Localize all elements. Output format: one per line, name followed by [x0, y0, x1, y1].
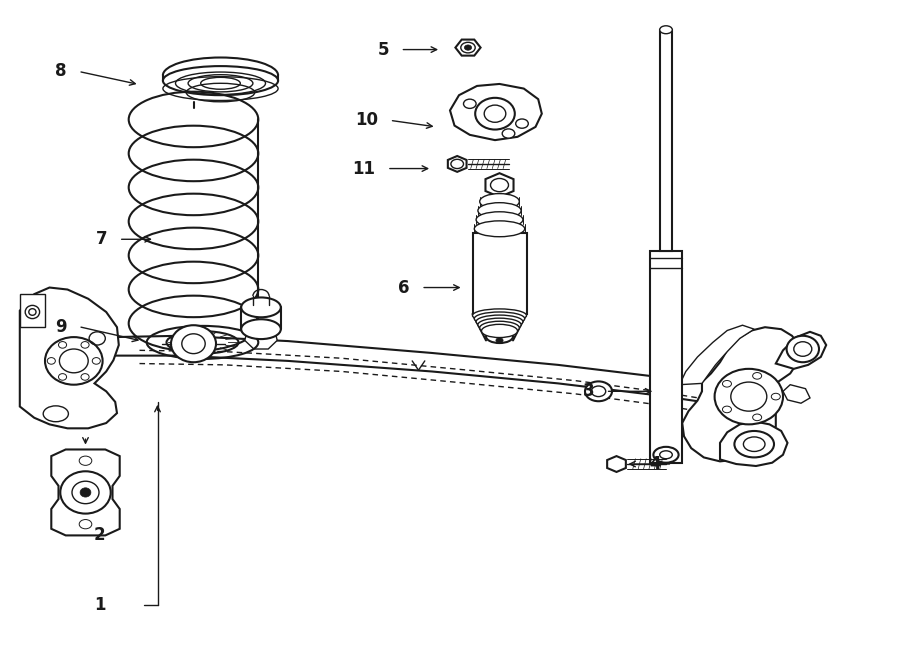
Ellipse shape	[72, 481, 99, 504]
Ellipse shape	[482, 325, 517, 338]
Polygon shape	[660, 30, 672, 251]
Text: 2: 2	[94, 526, 105, 545]
Polygon shape	[450, 84, 542, 140]
Polygon shape	[783, 385, 810, 403]
Ellipse shape	[653, 447, 679, 463]
Ellipse shape	[475, 98, 515, 130]
Ellipse shape	[715, 369, 783, 424]
Ellipse shape	[478, 318, 521, 331]
Text: 1: 1	[94, 596, 105, 614]
Ellipse shape	[496, 338, 503, 343]
Ellipse shape	[474, 221, 525, 237]
Text: 5: 5	[377, 40, 389, 59]
Text: 11: 11	[352, 159, 375, 178]
Text: 7: 7	[95, 230, 107, 249]
Ellipse shape	[476, 315, 523, 329]
Text: 6: 6	[398, 278, 410, 297]
Ellipse shape	[464, 99, 476, 108]
Text: 9: 9	[55, 317, 67, 336]
Polygon shape	[720, 422, 788, 466]
Ellipse shape	[480, 321, 519, 334]
Polygon shape	[608, 456, 625, 472]
Ellipse shape	[734, 431, 774, 457]
Ellipse shape	[472, 309, 526, 322]
Ellipse shape	[491, 178, 508, 192]
Polygon shape	[20, 288, 119, 428]
Ellipse shape	[241, 297, 281, 317]
Ellipse shape	[60, 471, 111, 514]
Ellipse shape	[474, 312, 525, 325]
Ellipse shape	[476, 212, 523, 227]
Polygon shape	[682, 327, 799, 461]
Polygon shape	[650, 251, 682, 463]
Polygon shape	[245, 329, 277, 349]
Polygon shape	[472, 233, 526, 314]
Text: 3: 3	[582, 382, 594, 401]
Ellipse shape	[486, 330, 513, 343]
Polygon shape	[455, 40, 481, 56]
Ellipse shape	[787, 336, 819, 362]
Ellipse shape	[660, 26, 672, 34]
Ellipse shape	[480, 194, 519, 210]
Polygon shape	[776, 332, 826, 369]
Ellipse shape	[478, 203, 521, 219]
Text: 10: 10	[355, 111, 378, 130]
Ellipse shape	[80, 488, 91, 497]
Text: 8: 8	[55, 62, 67, 81]
Polygon shape	[448, 156, 466, 172]
Polygon shape	[112, 336, 702, 402]
Ellipse shape	[516, 119, 528, 128]
Polygon shape	[680, 325, 754, 385]
Polygon shape	[485, 173, 514, 197]
Ellipse shape	[171, 325, 216, 362]
Polygon shape	[51, 449, 120, 535]
Text: 4: 4	[649, 455, 661, 473]
Ellipse shape	[502, 129, 515, 138]
Ellipse shape	[585, 381, 612, 401]
Ellipse shape	[464, 45, 472, 50]
Polygon shape	[20, 294, 45, 327]
Ellipse shape	[241, 319, 281, 339]
